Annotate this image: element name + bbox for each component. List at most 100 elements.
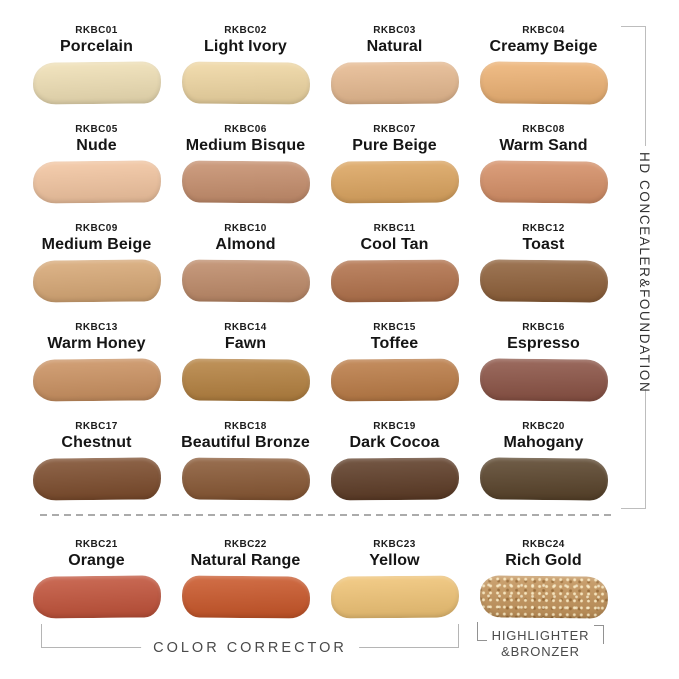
shade-cell: RKBC04 Creamy Beige: [469, 12, 618, 111]
shade-swatch: [330, 160, 459, 204]
shade-swatch: [181, 457, 310, 501]
right-bracket-top: [621, 26, 646, 146]
shade-swatch: [181, 259, 310, 303]
shade-cell: RKBC13 Warm Honey: [22, 309, 171, 408]
shade-swatch: [479, 61, 608, 105]
shade-swatch: [32, 259, 161, 303]
shade-code: RKBC10: [224, 223, 267, 234]
shade-swatch: [330, 259, 459, 303]
shade-swatch: [181, 358, 310, 402]
shade-code: RKBC21: [75, 539, 118, 550]
color-corrector-bracket: COLOR CORRECTOR: [41, 624, 459, 656]
shade-cell: RKBC06 Medium Bisque: [171, 111, 320, 210]
shade-name: Toast: [522, 236, 565, 253]
shade-code: RKBC04: [522, 25, 565, 36]
foundation-shade-grid: RKBC01 Porcelain RKBC02 Light Ivory RKBC…: [22, 12, 618, 507]
shade-name: Light Ivory: [204, 38, 287, 55]
group-title-color-corrector: COLOR CORRECTOR: [141, 640, 359, 656]
shade-name: Orange: [68, 552, 125, 569]
shade-cell: RKBC03 Natural: [320, 12, 469, 111]
shade-code: RKBC05: [75, 124, 118, 135]
corrector-shade-grid: RKBC21 Orange RKBC22 Natural Range RKBC2…: [22, 526, 618, 625]
shade-code: RKBC02: [224, 25, 267, 36]
shade-name: Porcelain: [60, 38, 133, 55]
shade-code: RKBC06: [224, 124, 267, 135]
shade-cell: RKBC12 Toast: [469, 210, 618, 309]
shade-cell: RKBC20 Mahogany: [469, 408, 618, 507]
shade-name: Espresso: [507, 335, 580, 352]
shade-swatch: [32, 160, 161, 204]
group-title-foundation: HD CONCEALER&FOUNDATION: [637, 152, 652, 394]
shade-cell: RKBC19 Dark Cocoa: [320, 408, 469, 507]
shade-code: RKBC08: [522, 124, 565, 135]
shade-swatch: [32, 457, 161, 501]
shade-swatch: [32, 575, 161, 619]
shade-name: Toffee: [370, 335, 419, 352]
shade-code: RKBC24: [522, 539, 565, 550]
shade-name: Chestnut: [61, 434, 132, 451]
shade-swatch: [330, 61, 459, 105]
shade-cell: RKBC01 Porcelain: [22, 12, 171, 111]
shade-swatch: [330, 358, 459, 402]
shade-swatch: [479, 358, 608, 402]
highlighter-label-line1: HIGHLIGHTER: [491, 628, 590, 643]
shade-name: Medium Bisque: [185, 137, 306, 154]
shade-name: Medium Beige: [41, 236, 152, 253]
shade-cell: RKBC10 Almond: [171, 210, 320, 309]
shade-swatch: [330, 457, 459, 501]
shade-name: Natural Range: [190, 552, 301, 569]
shade-code: RKBC01: [75, 25, 118, 36]
shade-swatch: [479, 160, 608, 204]
highlighter-label-line2: &BRONZER: [501, 644, 580, 659]
shade-name: Yellow: [369, 552, 420, 569]
shade-code: RKBC18: [224, 421, 267, 432]
shade-name: Mahogany: [503, 434, 584, 451]
shade-name: Nude: [76, 137, 117, 154]
shade-code: RKBC17: [75, 421, 118, 432]
shade-name: Natural: [366, 38, 423, 55]
shade-cell: RKBC05 Nude: [22, 111, 171, 210]
right-bracket-bottom: [621, 389, 646, 509]
shade-cell: RKBC09 Medium Beige: [22, 210, 171, 309]
shade-cell: RKBC14 Fawn: [171, 309, 320, 408]
shade-code: RKBC22: [224, 539, 267, 550]
shade-swatch: [32, 358, 161, 402]
shade-name: Fawn: [224, 335, 267, 352]
shade-cell: RKBC24 Rich Gold: [469, 526, 618, 625]
shade-code: RKBC12: [522, 223, 565, 234]
shade-code: RKBC15: [373, 322, 416, 333]
shade-cell: RKBC15 Toffee: [320, 309, 469, 408]
group-title-highlighter-bronzer: HIGHLIGHTER &BRONZER: [477, 628, 604, 660]
shade-cell: RKBC17 Chestnut: [22, 408, 171, 507]
shade-cell: RKBC22 Natural Range: [171, 526, 320, 625]
shade-name: Warm Sand: [499, 137, 588, 154]
shade-code: RKBC11: [373, 223, 416, 234]
shade-cell: RKBC08 Warm Sand: [469, 111, 618, 210]
shade-name: Warm Honey: [47, 335, 146, 352]
shade-code: RKBC13: [75, 322, 118, 333]
shade-cell: RKBC16 Espresso: [469, 309, 618, 408]
shade-swatch: [479, 259, 608, 303]
shade-swatch: [32, 61, 161, 105]
shade-cell: RKBC07 Pure Beige: [320, 111, 469, 210]
shade-swatch: [181, 575, 310, 619]
shade-code: RKBC16: [522, 322, 565, 333]
shade-code: RKBC03: [373, 25, 416, 36]
shade-name: Beautiful Bronze: [181, 434, 310, 451]
shade-name: Cool Tan: [360, 236, 429, 253]
shade-swatch: [181, 160, 310, 204]
shade-name: Almond: [215, 236, 276, 253]
shade-swatch-gold: [479, 575, 608, 619]
shade-name: Dark Cocoa: [349, 434, 440, 451]
shade-cell: RKBC23 Yellow: [320, 526, 469, 625]
shade-swatch: [330, 575, 459, 619]
shade-cell: RKBC21 Orange: [22, 526, 171, 625]
highlighter-bracket-left: [477, 622, 487, 641]
shade-name: Rich Gold: [505, 552, 582, 569]
shade-cell: RKBC02 Light Ivory: [171, 12, 320, 111]
shade-name: Creamy Beige: [489, 38, 598, 55]
shade-code: RKBC09: [75, 223, 118, 234]
shade-cell: RKBC18 Beautiful Bronze: [171, 408, 320, 507]
shade-code: RKBC19: [373, 421, 416, 432]
